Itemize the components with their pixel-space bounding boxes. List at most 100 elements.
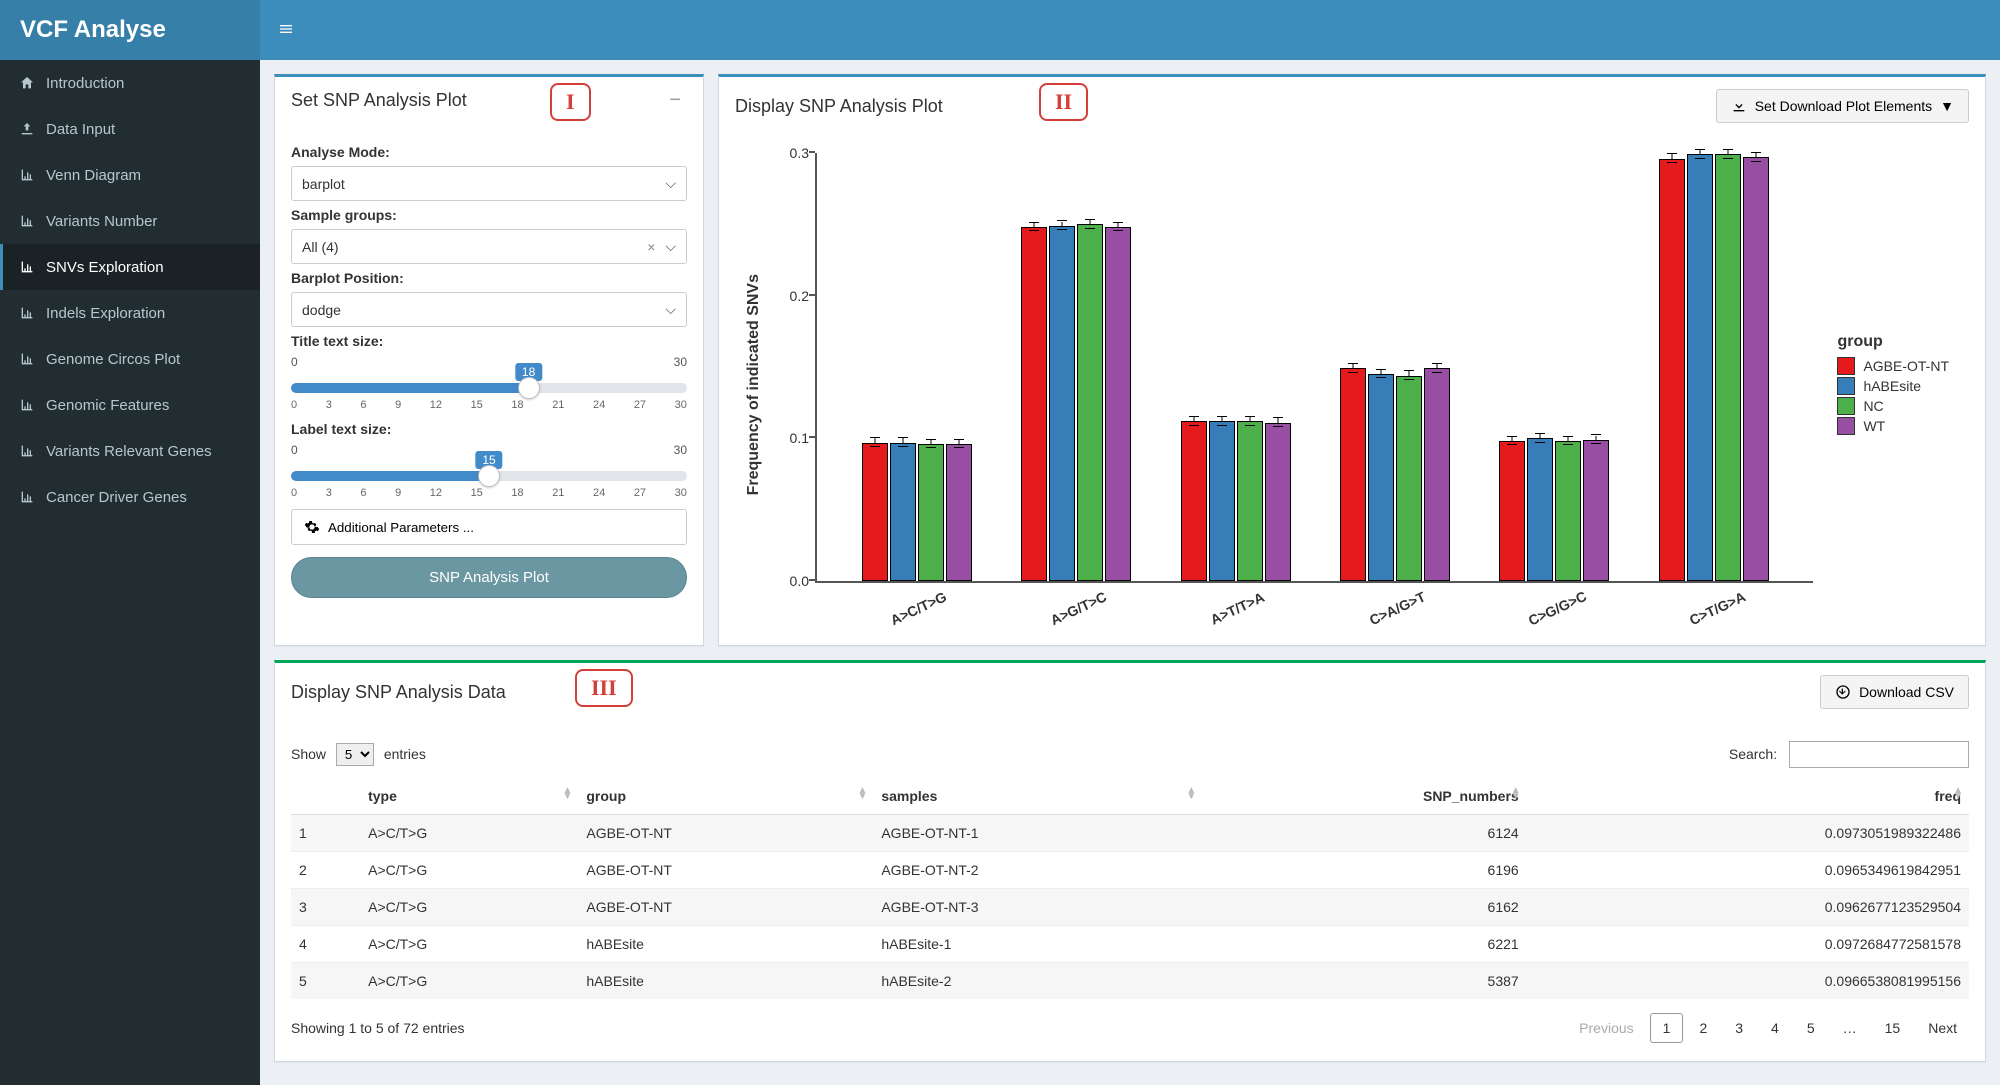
chart-bar xyxy=(1237,421,1263,581)
chart-bar xyxy=(1555,441,1581,581)
table-cell: A>C/T>G xyxy=(360,963,578,1000)
clear-icon[interactable]: × xyxy=(647,239,665,255)
table-header[interactable]: samples▲▼ xyxy=(873,778,1202,815)
download-csv-button[interactable]: Download CSV xyxy=(1820,675,1969,709)
chart-bar xyxy=(1368,374,1394,581)
table-cell: hABEsite-2 xyxy=(873,963,1202,1000)
slider-title-size[interactable]: 030 18 036912151821242730 xyxy=(291,355,687,411)
chart-bar xyxy=(1021,227,1047,581)
search-input[interactable] xyxy=(1789,741,1969,768)
select-analyse-mode[interactable]: barplot ⌵ xyxy=(291,166,687,201)
sidebar-item-label: Introduction xyxy=(46,75,124,92)
download-icon xyxy=(1835,684,1851,700)
sidebar-item-introduction[interactable]: Introduction xyxy=(0,60,260,106)
table-cell: hABEsite xyxy=(578,926,873,963)
chart-icon xyxy=(18,488,36,506)
badge-roman-i: I xyxy=(550,83,591,121)
download-plot-button[interactable]: Set Download Plot Elements ▼ xyxy=(1716,89,1969,123)
legend-item: NC xyxy=(1837,397,1949,415)
home-icon xyxy=(18,74,36,92)
sidebar-item-indels-exploration[interactable]: Indels Exploration xyxy=(0,290,260,336)
panel-display-data-title: Display SNP Analysis Data xyxy=(291,682,506,703)
upload-icon xyxy=(18,120,36,138)
legend-item: WT xyxy=(1837,417,1949,435)
chart-x-label: C>T/G>A xyxy=(1668,580,1765,637)
label-sample-groups: Sample groups: xyxy=(291,207,687,223)
chart-icon xyxy=(18,442,36,460)
table-header[interactable]: freq▲▼ xyxy=(1527,778,1969,815)
download-icon xyxy=(1731,98,1747,114)
select-barplot-position[interactable]: dodge ⌵ xyxy=(291,292,687,327)
pager-next[interactable]: Next xyxy=(1916,1014,1969,1042)
additional-params-label: Additional Parameters ... xyxy=(328,520,474,535)
pager-page[interactable]: 1 xyxy=(1650,1013,1684,1043)
table-cell: 6124 xyxy=(1202,815,1526,852)
menu-toggle-icon[interactable] xyxy=(278,21,294,40)
chart-bar xyxy=(1527,438,1553,581)
download-plot-label: Set Download Plot Elements xyxy=(1755,98,1932,114)
table-cell: 5 xyxy=(291,963,360,1000)
chart-bar xyxy=(1181,421,1207,581)
table-cell: 2 xyxy=(291,852,360,889)
pager-page[interactable]: 4 xyxy=(1759,1014,1791,1042)
table-cell: 0.0973051989322486 xyxy=(1527,815,1969,852)
table-row: 2A>C/T>GAGBE-OT-NTAGBE-OT-NT-261960.0965… xyxy=(291,852,1969,889)
label-label-size: Label text size: xyxy=(291,421,687,437)
table-header[interactable]: SNP_numbers▲▼ xyxy=(1202,778,1526,815)
chart-bar xyxy=(1049,226,1075,581)
show-label-pre: Show xyxy=(291,746,326,762)
table-cell: 6162 xyxy=(1202,889,1526,926)
badge-roman-iii: III xyxy=(575,669,633,707)
caret-down-icon: ▼ xyxy=(1940,98,1954,114)
bar-chart: 0.0 0.1 0.2 0.3 xyxy=(815,153,1813,583)
sidebar-item-genome-circos-plot[interactable]: Genome Circos Plot xyxy=(0,336,260,382)
table-cell: 1 xyxy=(291,815,360,852)
chart-legend: group AGBE-OT-NT hABEsite NC WT xyxy=(1813,333,1949,437)
collapse-icon[interactable]: − xyxy=(663,89,687,112)
topbar xyxy=(260,0,2000,60)
pager-page[interactable]: 3 xyxy=(1723,1014,1755,1042)
chart-bar xyxy=(1715,154,1741,581)
table-cell: AGBE-OT-NT xyxy=(578,889,873,926)
chart-x-label: A>T/T>A xyxy=(1189,580,1286,637)
table-cell: 3 xyxy=(291,889,360,926)
submit-plot-button[interactable]: SNP Analysis Plot xyxy=(291,557,687,598)
pager-page[interactable]: 2 xyxy=(1687,1014,1719,1042)
sidebar-item-cancer-driver-genes[interactable]: Cancer Driver Genes xyxy=(0,474,260,520)
entries-control: Show 5 entries xyxy=(291,743,426,766)
additional-params-button[interactable]: Additional Parameters ... xyxy=(291,509,687,545)
chart-bar xyxy=(1743,157,1769,581)
legend-item: hABEsite xyxy=(1837,377,1949,395)
panel-display-plot: Display SNP Analysis Plot II Set Downloa… xyxy=(718,74,1986,646)
sidebar-item-label: Cancer Driver Genes xyxy=(46,489,187,506)
panel-set-plot: Set SNP Analysis Plot I − Analyse Mode: … xyxy=(274,74,704,646)
table-header[interactable]: group▲▼ xyxy=(578,778,873,815)
select-sample-groups[interactable]: All (4) × ⌵ xyxy=(291,229,687,264)
sidebar-item-label: Genome Circos Plot xyxy=(46,351,180,368)
label-analyse-mode: Analyse Mode: xyxy=(291,144,687,160)
chart-x-label: C>G/G>C xyxy=(1508,580,1605,637)
chart-bar xyxy=(1077,224,1103,581)
select-barplot-position-value: dodge xyxy=(302,302,341,318)
sidebar-item-variants-relevant-genes[interactable]: Variants Relevant Genes xyxy=(0,428,260,474)
chart-icon xyxy=(18,304,36,322)
panel-display-plot-title: Display SNP Analysis Plot xyxy=(735,96,943,117)
sidebar-item-data-input[interactable]: Data Input xyxy=(0,106,260,152)
pager-page[interactable]: 5 xyxy=(1795,1014,1827,1042)
chart-x-label: A>G/T>C xyxy=(1029,580,1126,637)
table-header[interactable]: type▲▼ xyxy=(360,778,578,815)
pager-prev[interactable]: Previous xyxy=(1567,1014,1645,1042)
table-cell: hABEsite xyxy=(578,963,873,1000)
sidebar-item-venn-diagram[interactable]: Venn Diagram xyxy=(0,152,260,198)
sidebar: VCF Analyse IntroductionData InputVenn D… xyxy=(0,0,260,1085)
table-header[interactable] xyxy=(291,778,360,815)
chart-bar xyxy=(1583,440,1609,581)
sidebar-item-variants-number[interactable]: Variants Number xyxy=(0,198,260,244)
entries-select[interactable]: 5 xyxy=(336,743,374,766)
table-cell: AGBE-OT-NT xyxy=(578,815,873,852)
sidebar-item-genomic-features[interactable]: Genomic Features xyxy=(0,382,260,428)
chart-icon xyxy=(18,212,36,230)
sidebar-item-snvs-exploration[interactable]: SNVs Exploration xyxy=(0,244,260,290)
slider-label-size[interactable]: 030 15 036912151821242730 xyxy=(291,443,687,499)
pager-page[interactable]: 15 xyxy=(1873,1014,1913,1042)
